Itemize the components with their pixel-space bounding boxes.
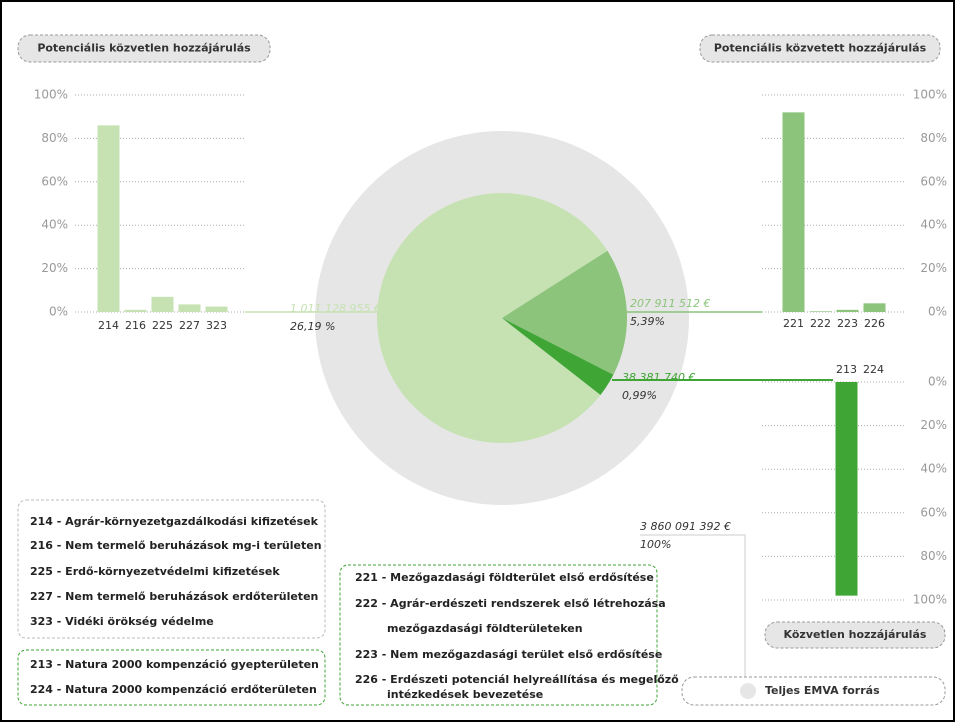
total-label: 3 860 091 392 €	[640, 520, 731, 533]
y-tick-label: 40%	[41, 218, 68, 232]
y-tick-label: 80%	[920, 131, 947, 145]
legend-item: 221 - Mezőgazdasági földterület első erd…	[355, 571, 654, 584]
x-tick-label: 227	[179, 319, 200, 332]
pie-slice	[502, 250, 627, 375]
y-tick-label: 20%	[920, 261, 947, 275]
bar	[178, 304, 201, 312]
y-tick-label: 80%	[41, 131, 68, 145]
legend-item: mezőgazdasági földterületeken	[387, 622, 583, 635]
pie-slice	[376, 193, 608, 444]
y-tick-label: 100%	[913, 593, 947, 607]
legend-item: intézkedések bevezetése	[387, 688, 543, 701]
bar	[97, 125, 120, 312]
legend-swatch	[740, 683, 756, 699]
legend-item: 323 - Vidéki örökség védelme	[30, 615, 214, 628]
x-tick-label: 323	[206, 319, 227, 332]
bar	[835, 382, 858, 596]
legend-item: 223 - Nem mezőgazdasági terület első erd…	[355, 648, 662, 661]
legend-box	[17, 499, 326, 639]
x-tick-label: 224	[863, 363, 884, 376]
y-tick-label: 20%	[920, 418, 947, 432]
pie-slice	[502, 318, 614, 395]
x-tick-label: 213	[836, 363, 857, 376]
value-label: 1 011 128 955 €	[290, 302, 381, 315]
y-tick-label: 20%	[41, 261, 68, 275]
percent-label: 0,99%	[622, 389, 657, 402]
x-tick-label: 221	[783, 317, 804, 330]
y-tick-label: 80%	[920, 549, 947, 563]
y-tick-label: 60%	[920, 174, 947, 188]
x-tick-label: 225	[152, 319, 173, 332]
bar	[836, 309, 859, 312]
bar	[863, 303, 886, 312]
y-tick-label: 60%	[920, 505, 947, 519]
x-tick-label: 223	[837, 317, 858, 330]
legend-item: 226 - Erdészeti potenciál helyreállítása…	[355, 673, 679, 686]
y-tick-label: 40%	[920, 462, 947, 476]
legend-item: 214 - Agrár-környezetgazdálkodási kifize…	[30, 515, 319, 528]
y-tick-label: 40%	[920, 218, 947, 232]
y-tick-label: 0%	[928, 375, 947, 389]
tag-box	[764, 621, 946, 649]
tag-label: Potenciális közvetlen hozzájárulás	[37, 42, 251, 55]
tag-label: Közvetlen hozzájárulás	[784, 628, 927, 641]
bar	[124, 309, 147, 312]
bar	[151, 296, 174, 312]
x-tick-label: 216	[125, 319, 146, 332]
y-tick-label: 0%	[49, 305, 68, 319]
legend-item: 216 - Nem termelő beruházások mg-i terül…	[30, 539, 322, 552]
x-tick-label: 214	[98, 319, 119, 332]
percent-label: 5,39%	[630, 315, 665, 328]
legend-item: 224 - Natura 2000 kompenzáció erdőterüle…	[30, 683, 317, 696]
legend-box	[17, 649, 326, 706]
bar	[809, 311, 832, 312]
total-percent: 100%	[640, 538, 671, 551]
x-tick-label: 226	[864, 317, 885, 330]
legend-item: 222 - Agrár-erdészeti rendszerek első lé…	[355, 597, 666, 610]
tag-label: Potenciális közvetett hozzájárulás	[714, 42, 927, 55]
percent-label: 26,19 %	[290, 320, 335, 333]
y-tick-label: 60%	[41, 174, 68, 188]
legend-item: 227 - Nem termelő beruházások erdőterüle…	[30, 590, 318, 603]
legend-box	[339, 564, 658, 706]
legend-item: 213 - Natura 2000 kompenzáció gyepterüle…	[30, 658, 319, 671]
tag-box	[17, 34, 271, 63]
y-tick-label: 100%	[913, 88, 947, 102]
tag-box	[699, 34, 941, 63]
legend-item: 225 - Erdő-környezetvédelmi kifizetések	[30, 565, 280, 578]
value-label: 38 381 740 €	[622, 371, 695, 384]
bar	[205, 306, 228, 312]
y-tick-label: 100%	[34, 88, 68, 102]
connector	[640, 534, 746, 680]
x-tick-label: 222	[810, 317, 831, 330]
legend-label: Teljes EMVA forrás	[765, 684, 880, 697]
bar	[782, 112, 805, 312]
y-tick-label: 0%	[928, 305, 947, 319]
value-label: 207 911 512 €	[630, 297, 710, 310]
